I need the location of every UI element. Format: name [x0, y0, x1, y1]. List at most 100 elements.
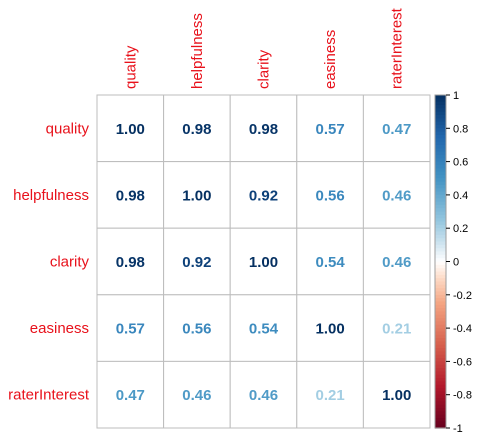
- legend-segment: [435, 174, 446, 179]
- cell-value: 0.21: [315, 387, 344, 404]
- legend-segment: [435, 188, 446, 193]
- legend-segment: [435, 254, 446, 259]
- cell-value: 0.46: [182, 387, 211, 404]
- legend-segment: [435, 361, 446, 366]
- legend-segment: [435, 311, 446, 316]
- legend-segment: [435, 171, 446, 176]
- cell: [296, 294, 364, 362]
- cell-value: 0.98: [249, 121, 278, 138]
- cell: [96, 161, 165, 229]
- legend-tick-label: -0.6: [453, 356, 472, 368]
- cell-value: 0.92: [182, 254, 211, 271]
- legend-segment: [435, 231, 446, 236]
- legend-segment: [435, 284, 446, 289]
- legend-segment: [435, 338, 446, 343]
- row-label: clarity: [50, 254, 90, 271]
- legend-tick-label: 0: [453, 257, 459, 269]
- legend-segment: [435, 154, 446, 159]
- cell-value: 0.92: [249, 187, 278, 204]
- legend-segment: [435, 368, 446, 372]
- legend-segment: [435, 208, 446, 213]
- legend-segment: [435, 288, 446, 293]
- legend-segment: [435, 341, 446, 346]
- legend-segment: [435, 241, 446, 246]
- legend-tick-label: 0.6: [453, 157, 468, 169]
- legend-segment: [435, 95, 446, 99]
- legend-segment: [435, 161, 446, 166]
- legend-segment: [435, 268, 446, 273]
- cell: [96, 94, 165, 163]
- cell: [229, 360, 298, 429]
- cell-value: 0.21: [382, 321, 411, 338]
- cell: [362, 161, 431, 229]
- cell-value: 1.00: [116, 121, 145, 138]
- legend-segment: [435, 384, 446, 389]
- legend-segment: [435, 418, 446, 422]
- legend-segment: [435, 324, 446, 329]
- cell: [229, 294, 298, 362]
- cell-value: 0.47: [382, 121, 411, 138]
- legend-segment: [435, 261, 446, 266]
- legend-segment: [435, 304, 446, 309]
- cell: [96, 294, 165, 362]
- legend-segment: [435, 124, 446, 129]
- legend-segment: [435, 291, 446, 296]
- legend-segment: [435, 224, 446, 229]
- cell: [362, 294, 431, 362]
- cell: [229, 94, 298, 163]
- legend-tick-label: -0.2: [453, 290, 472, 302]
- cell: [163, 294, 231, 362]
- legend-segment: [435, 198, 446, 203]
- legend-segment: [435, 104, 446, 109]
- legend-segment: [435, 108, 446, 113]
- legend-segment: [435, 411, 446, 416]
- legend-segment: [435, 244, 446, 249]
- legend-segment: [435, 214, 446, 219]
- legend-segment: [435, 204, 446, 209]
- legend-segment: [435, 308, 446, 313]
- column-label: clarity: [256, 49, 273, 89]
- cell-value: 0.46: [382, 187, 411, 204]
- legend-segment: [435, 371, 446, 376]
- cell-value: 1.00: [249, 254, 278, 271]
- legend-segment: [435, 298, 446, 303]
- legend-tick-label: -0.4: [453, 323, 472, 335]
- legend-segment: [435, 191, 446, 196]
- legend-segment: [435, 148, 446, 153]
- legend-segment: [435, 271, 446, 276]
- row-label: raterInterest: [8, 387, 90, 404]
- legend-tick-label: -1: [453, 423, 463, 435]
- legend-segment: [435, 114, 446, 119]
- legend-segment: [435, 334, 446, 339]
- cell-value: 0.98: [182, 121, 211, 138]
- cell-value: 0.56: [182, 321, 211, 338]
- legend-segment: [435, 101, 446, 106]
- legend-segment: [435, 221, 446, 226]
- cell-grid: [96, 94, 431, 429]
- legend-segment: [435, 348, 446, 353]
- legend-segment: [435, 294, 446, 299]
- legend-segment: [435, 374, 446, 379]
- legend-segment: [435, 151, 446, 156]
- cell-value: 0.47: [116, 387, 145, 404]
- legend-segment: [435, 318, 446, 323]
- row-label: easiness: [30, 320, 89, 337]
- cell-value: 0.98: [116, 187, 145, 204]
- legend-tick-label: 0.4: [453, 190, 468, 202]
- legend-segment: [435, 184, 446, 189]
- cell: [362, 360, 431, 429]
- legend-segment: [435, 328, 446, 333]
- legend-segment: [435, 131, 446, 136]
- legend-segment: [435, 414, 446, 419]
- legend-segment: [435, 381, 446, 386]
- legend-segment: [435, 331, 446, 336]
- legend-segment: [435, 144, 446, 149]
- legend-segment: [435, 378, 446, 382]
- legend-segment: [435, 351, 446, 356]
- legend-segment: [435, 401, 446, 406]
- legend-segment: [435, 138, 446, 143]
- legend-segment: [435, 398, 446, 402]
- legend-tick-label: 0.2: [453, 223, 468, 235]
- legend-segment: [435, 121, 446, 126]
